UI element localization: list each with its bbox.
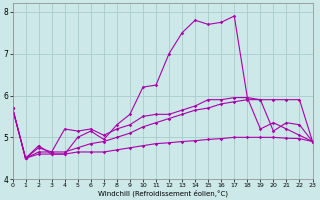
X-axis label: Windchill (Refroidissement éolien,°C): Windchill (Refroidissement éolien,°C) bbox=[98, 189, 228, 197]
